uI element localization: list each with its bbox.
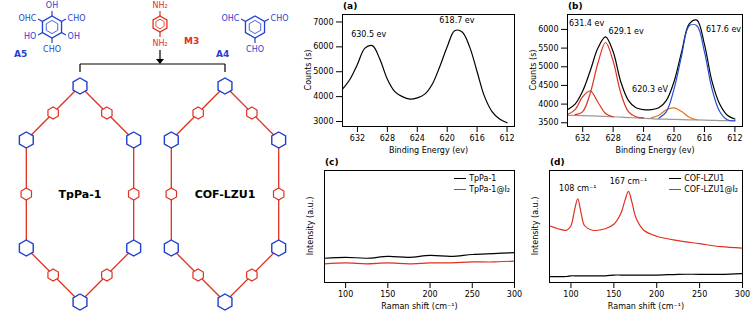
svg-text:3500: 3500: [538, 118, 558, 127]
svg-text:3000: 3000: [313, 117, 333, 126]
svg-text:200: 200: [422, 290, 437, 299]
svg-text:5500: 5500: [538, 44, 558, 53]
svg-text:TpPa-1: TpPa-1: [59, 188, 102, 201]
svg-text:618.7 ev: 618.7 ev: [439, 16, 474, 25]
svg-text:CHO: CHO: [271, 14, 289, 23]
svg-text:616: 616: [469, 134, 484, 143]
svg-text:617.6 ev: 617.6 ev: [706, 25, 741, 34]
svg-text:4000: 4000: [538, 100, 558, 109]
svg-text:A4: A4: [216, 49, 229, 59]
html-text:COF-LZU1@I₂: COF-LZU1@I₂: [684, 185, 738, 194]
svg-text:631.4 ev: 631.4 ev: [569, 19, 604, 28]
svg-text:5000: 5000: [313, 67, 333, 76]
html-text:Intensity (a.u.): Intensity (a.u.): [530, 196, 540, 256]
svg-text:630.5 ev: 630.5 ev: [351, 30, 386, 39]
svg-text:150: 150: [380, 290, 395, 299]
html-text:TpPa-1@I₂: TpPa-1@I₂: [469, 185, 510, 194]
svg-text:628: 628: [380, 134, 395, 143]
svg-text:HO: HO: [24, 32, 36, 41]
svg-text:Binding Energy (ev): Binding Energy (ev): [389, 146, 468, 155]
html-text:COF-LZU1: COF-LZU1: [684, 174, 725, 183]
html-text:Counts (s): Counts (s): [528, 49, 538, 91]
svg-text:6000: 6000: [313, 42, 333, 51]
svg-text:OH: OH: [46, 1, 58, 10]
svg-text:300: 300: [507, 290, 522, 299]
svg-text:OHC: OHC: [222, 14, 240, 23]
svg-text:NH₂: NH₂: [152, 1, 167, 10]
svg-text:300: 300: [735, 290, 750, 299]
svg-text:167 cm⁻¹: 167 cm⁻¹: [610, 177, 647, 186]
svg-text:624: 624: [410, 134, 425, 143]
svg-text:632: 632: [575, 134, 590, 143]
html-text:(d): (d): [550, 157, 565, 167]
svg-text:616: 616: [697, 134, 712, 143]
svg-text:4000: 4000: [313, 92, 333, 101]
svg-text:629.1 ev: 629.1 ev: [609, 27, 644, 36]
svg-text:OH: OH: [68, 32, 80, 41]
html-text:(c): (c): [325, 157, 339, 167]
svg-text:M3: M3: [184, 36, 199, 46]
html-text:(b): (b): [568, 1, 583, 11]
svg-text:150: 150: [606, 290, 621, 299]
svg-text:100: 100: [563, 290, 578, 299]
svg-text:624: 624: [636, 134, 651, 143]
svg-text:620.3 eV: 620.3 eV: [632, 85, 668, 94]
svg-text:Binding Energy (ev): Binding Energy (ev): [615, 146, 694, 155]
svg-text:250: 250: [692, 290, 707, 299]
svg-text:CHO: CHO: [246, 45, 264, 54]
svg-text:6000: 6000: [538, 25, 558, 34]
svg-text:Raman shift (cm⁻¹): Raman shift (cm⁻¹): [608, 302, 684, 311]
html-text:TpPa-1: TpPa-1: [469, 174, 497, 183]
html-text:Intensity (a.u.): Intensity (a.u.): [305, 196, 315, 256]
svg-text:250: 250: [465, 290, 480, 299]
html-text:Counts (s): Counts (s): [303, 49, 313, 91]
svg-text:620: 620: [666, 134, 681, 143]
svg-text:108 cm⁻¹: 108 cm⁻¹: [559, 184, 596, 193]
svg-text:NH₂: NH₂: [152, 39, 167, 48]
svg-text:7000: 7000: [313, 18, 333, 27]
svg-text:Raman shift (cm⁻¹): Raman shift (cm⁻¹): [381, 302, 457, 311]
html-text:(a): (a): [343, 1, 358, 11]
svg-text:612: 612: [499, 134, 514, 143]
svg-text:4500: 4500: [538, 81, 558, 90]
svg-text:200: 200: [649, 290, 664, 299]
svg-text:OHC: OHC: [19, 14, 37, 23]
svg-text:5000: 5000: [538, 62, 558, 71]
svg-text:620: 620: [440, 134, 455, 143]
svg-text:A5: A5: [14, 49, 27, 59]
svg-text:100: 100: [338, 290, 353, 299]
svg-text:COF-LZU1: COF-LZU1: [195, 188, 256, 201]
svg-text:CHO: CHO: [68, 14, 86, 23]
svg-text:CHO: CHO: [43, 45, 61, 54]
svg-text:628: 628: [606, 134, 621, 143]
svg-text:632: 632: [350, 134, 365, 143]
svg-text:612: 612: [727, 134, 742, 143]
